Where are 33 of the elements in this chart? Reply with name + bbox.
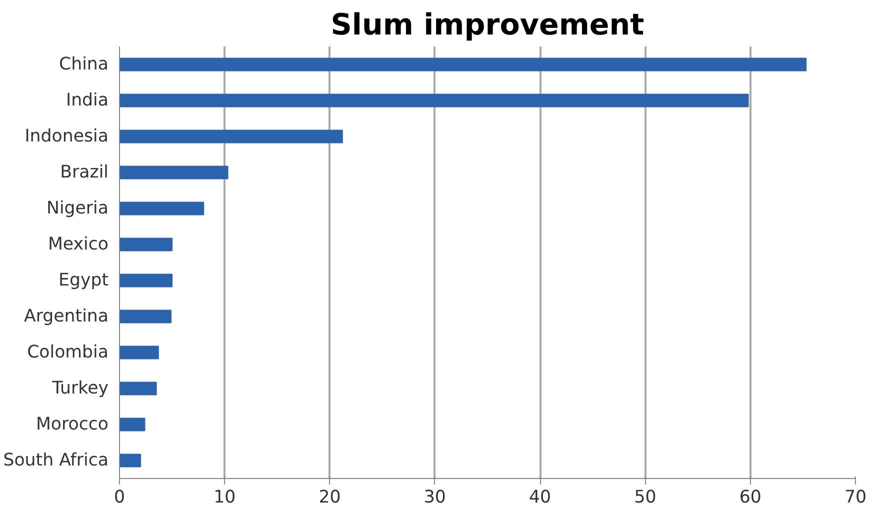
chart-title: Slum improvement	[330, 8, 644, 42]
bar	[120, 418, 146, 432]
y-tick-label: Indonesia	[24, 126, 109, 146]
bar	[120, 274, 173, 288]
x-tick-label: 60	[739, 488, 762, 508]
x-tick-label: 10	[214, 488, 236, 508]
y-tick-label: South Africa	[3, 450, 109, 470]
y-tick-label: Morocco	[36, 414, 109, 434]
y-tick-label: Argentina	[24, 306, 109, 326]
x-tick-label: 20	[318, 488, 341, 508]
bar	[120, 310, 172, 324]
y-tick-label: Egypt	[58, 270, 109, 290]
y-tick-label: China	[59, 54, 109, 74]
y-tick-label: Nigeria	[46, 198, 109, 218]
bar	[120, 58, 807, 72]
bar	[120, 238, 173, 252]
y-tick-label: Turkey	[51, 378, 109, 398]
y-tick-label: Mexico	[48, 234, 109, 254]
y-tick-label: Brazil	[60, 162, 109, 182]
bar	[120, 94, 749, 108]
bar	[120, 382, 157, 396]
bar	[120, 166, 228, 180]
x-tick-label: 40	[529, 488, 552, 508]
y-tick-label: Colombia	[27, 342, 109, 362]
y-tick-label: India	[66, 90, 109, 110]
x-tick-label: 0	[114, 488, 126, 508]
bar	[120, 454, 142, 468]
bar	[120, 130, 343, 144]
x-tick-label: 70	[844, 488, 867, 508]
bar	[120, 202, 204, 216]
x-tick-label: 50	[634, 488, 656, 508]
bar	[120, 346, 159, 360]
x-tick-label: 30	[424, 488, 446, 508]
